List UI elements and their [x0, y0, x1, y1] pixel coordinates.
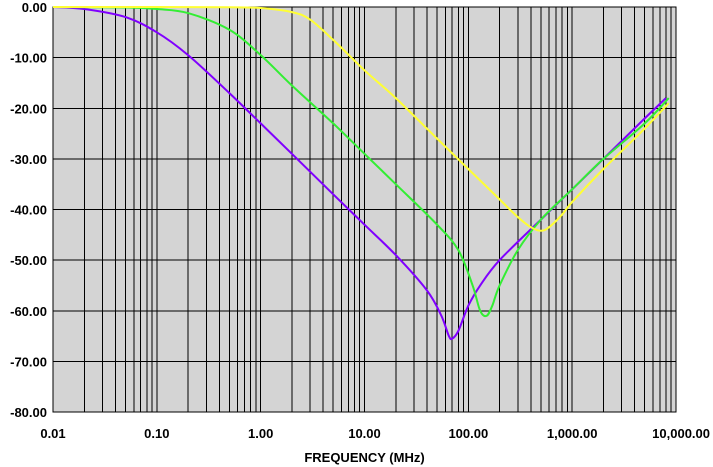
- x-tick-label: 1.00: [248, 426, 273, 441]
- grid-lines: [52, 6, 676, 413]
- series-line-3: [53, 5, 670, 232]
- y-tick-label: -60.00: [10, 304, 47, 319]
- y-tick-label: -50.00: [10, 253, 47, 268]
- y-tick-label: -80.00: [10, 405, 47, 420]
- x-tick-label: 0.10: [144, 426, 169, 441]
- series-line-2: [52, 6, 670, 318]
- x-axis-label: FREQUENCY (MHz): [304, 450, 424, 465]
- y-tick-label: -30.00: [10, 152, 47, 167]
- y-tick-labels: 0.00 -10.00 -20.00 -30.00 -40.00 -50.00 -60.00…: [10, 0, 47, 420]
- x-tick-label: 10,000.00: [652, 426, 710, 441]
- x-tick-labels: 0.01 0.10 1.00 10.00 100.00 1,000.00 10,000.00: [40, 426, 710, 441]
- x-tick-label: 1,000.00: [547, 426, 598, 441]
- y-tick-label: -20.00: [10, 101, 47, 116]
- x-tick-label: 10.00: [348, 426, 381, 441]
- y-tick-label: -40.00: [10, 203, 47, 218]
- series-group: [52, 5, 670, 341]
- y-tick-label: -10.00: [10, 51, 47, 66]
- x-tick-label: 100.00: [448, 426, 488, 441]
- plot-frame: [52, 6, 677, 413]
- y-tick-label: -70.00: [10, 354, 47, 369]
- y-tick-label: 0.00: [22, 0, 47, 15]
- x-tick-label: 0.01: [40, 426, 65, 441]
